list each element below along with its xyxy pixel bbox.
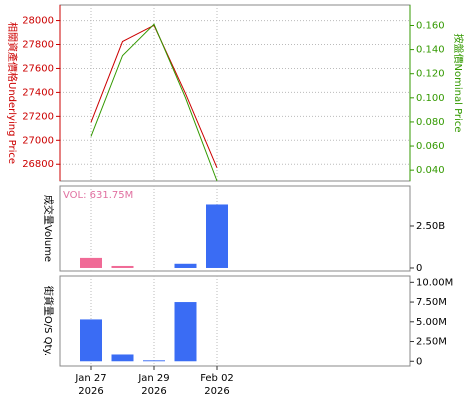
annotation: VOL: 631.75M <box>63 190 133 201</box>
y2-tick-label: 0.140 <box>416 45 445 56</box>
y2-tick-label: 0.100 <box>416 93 445 104</box>
y-tick-label: 27000 <box>22 135 54 146</box>
plot-frame <box>59 275 411 367</box>
y-axis-title: 成交量Volume <box>42 195 55 262</box>
bar <box>174 263 197 268</box>
bar <box>206 204 228 268</box>
y-tick-label: 26800 <box>22 159 54 170</box>
x-tick-year: 2026 <box>78 386 103 397</box>
x-tick-label: Jan 27 <box>74 373 106 384</box>
y-tick-label: 5.00M <box>416 317 447 328</box>
y2-tick-label: 0.080 <box>416 117 445 128</box>
y-tick-label: 27200 <box>22 111 54 122</box>
bar <box>80 319 102 362</box>
y2-axis-title: 按盤價Nominal Price <box>452 34 465 133</box>
y2-tick-label: 0.160 <box>416 20 445 31</box>
y-tick-label: 27800 <box>22 40 54 51</box>
line-series <box>90 23 218 182</box>
y-tick-label: 10.00M <box>416 277 453 288</box>
y-axis-title: 街貨量O/S Qty. <box>42 286 55 356</box>
bar <box>80 257 102 268</box>
x-tick-label: Jan 29 <box>137 373 169 384</box>
y-tick-label: 7.50M <box>416 297 447 308</box>
y2-tick-label: 0.040 <box>416 165 445 176</box>
y-tick-label: 27400 <box>22 87 54 98</box>
x-tick-year: 2026 <box>141 386 166 397</box>
y-tick-label: 2.50B <box>416 221 445 232</box>
bar <box>174 302 197 362</box>
x-tick-label: Feb 02 <box>200 373 234 384</box>
y2-tick-label: 0.120 <box>416 69 445 80</box>
plot-frame <box>59 4 411 182</box>
y-tick-label: 0 <box>416 356 422 367</box>
clip-mask <box>61 182 411 186</box>
bar <box>111 354 134 362</box>
x-tick-year: 2026 <box>204 386 229 397</box>
y-tick-label: 2.50M <box>416 337 447 348</box>
bar <box>111 265 134 268</box>
bar <box>143 360 165 362</box>
y-tick-label: 27600 <box>22 63 54 74</box>
y-axis-title: 相關資產價格Underlying Price <box>6 22 19 164</box>
y-tick-label: 0 <box>416 263 422 274</box>
y2-tick-label: 0.060 <box>416 141 445 152</box>
y-tick-label: 28000 <box>22 16 54 27</box>
plot-frame <box>59 185 411 272</box>
